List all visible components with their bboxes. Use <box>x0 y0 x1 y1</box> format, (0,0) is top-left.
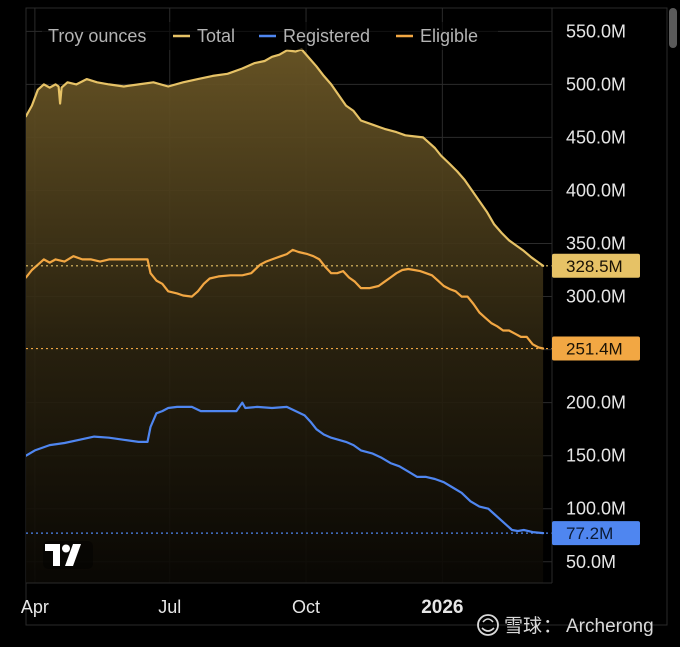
line-total[interactable] <box>26 48 545 267</box>
tradingview-logo-icon[interactable] <box>43 541 93 569</box>
watermark-separator: ： <box>543 616 562 637</box>
last-value-badge-eligible: 251.4M <box>552 336 640 361</box>
y-tick-label: 50.0M <box>566 552 616 572</box>
y-tick-label: 500.0M <box>566 74 626 94</box>
last-value-badge-total: 328.5M <box>552 253 640 278</box>
x-tick-label: Apr <box>21 597 49 617</box>
area-total <box>26 49 544 583</box>
area-fills <box>26 49 544 583</box>
legend-item-total[interactable]: Total <box>197 26 235 46</box>
snowball-logo-icon <box>477 614 499 636</box>
last-value-text-total: 328.5M <box>566 257 623 276</box>
legend-ylabel: Troy ounces <box>48 26 146 46</box>
y-tick-label: 150.0M <box>566 446 626 466</box>
watermark: 雪球 ： Archerong <box>477 614 654 637</box>
line-eligible[interactable] <box>26 248 545 350</box>
scrollbar-thumb[interactable] <box>669 8 677 48</box>
y-tick-label: 550.0M <box>566 21 626 41</box>
x-tick-label: Jul <box>158 597 181 617</box>
last-value-text-registered: 77.2M <box>566 524 613 543</box>
y-tick-label: 300.0M <box>566 287 626 307</box>
y-tick-label: 200.0M <box>566 393 626 413</box>
watermark-author: Archerong <box>566 616 654 637</box>
x-tick-label: 2026 <box>421 597 463 618</box>
y-tick-label: 400.0M <box>566 180 626 200</box>
legend: Troy ounces Total Registered Eligible <box>42 22 498 50</box>
last-value-badges: 328.5M 77.2M 251.4M <box>552 253 640 546</box>
last-value-badge-registered: 77.2M <box>552 521 640 546</box>
legend-item-eligible[interactable]: Eligible <box>420 26 478 46</box>
series-lines <box>26 48 545 535</box>
x-tick-label: Oct <box>292 597 320 617</box>
y-tick-label: 350.0M <box>566 234 626 254</box>
y-tick-label: 100.0M <box>566 499 626 519</box>
y-tick-label: 450.0M <box>566 127 626 147</box>
legend-item-registered[interactable]: Registered <box>283 26 370 46</box>
x-axis: Apr Jul Oct 2026 <box>21 597 464 618</box>
last-value-text-eligible: 251.4M <box>566 340 623 359</box>
line-registered[interactable] <box>26 401 545 535</box>
watermark-site: 雪球 <box>504 615 542 637</box>
